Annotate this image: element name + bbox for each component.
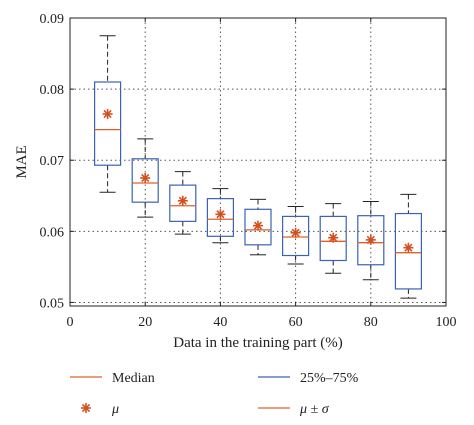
iqr-box <box>319 215 347 262</box>
x-axis-label: Data in the training part (%) <box>173 335 343 351</box>
iqr-box <box>93 81 122 166</box>
x-tick-label: 100 <box>436 315 457 330</box>
legend-item-iqr: 25%–75% <box>258 371 359 386</box>
box-group <box>169 171 197 235</box>
x-tick-label: 60 <box>289 315 303 330</box>
mean-marker <box>215 209 226 220</box>
box-group <box>131 138 159 218</box>
box-group <box>282 205 310 265</box>
x-tick-label: 0 <box>67 315 74 330</box>
legend-item-mean: μ <box>81 402 119 417</box>
plot-frame <box>69 17 447 307</box>
x-tick-label: 80 <box>364 315 378 330</box>
grid-lines <box>70 17 446 306</box>
iqr-box <box>282 215 310 257</box>
box-group <box>93 35 122 193</box>
iqr-box <box>357 215 385 266</box>
legend-item-whisker: μ ± σ <box>258 402 330 417</box>
mean-marker <box>140 173 151 183</box>
axis-ticks: 0 20 40 60 80 100 0.05 0.06 0.07 0.08 0.09 <box>40 12 457 330</box>
iqr-box <box>206 198 234 237</box>
iqr-box <box>169 184 197 222</box>
legend-label: Median <box>112 371 155 386</box>
mean-marker <box>177 195 188 206</box>
mean-marker <box>102 109 113 119</box>
y-tick-label: 0.07 <box>40 154 65 169</box>
iqr-box <box>394 212 422 290</box>
y-tick-label: 0.09 <box>40 12 65 27</box>
legend-label: μ ± σ <box>299 402 330 417</box>
x-tick-label: 40 <box>213 315 227 330</box>
mean-marker <box>290 227 301 238</box>
box-group <box>206 188 234 244</box>
legend: Median μ 25%–75% μ ± σ <box>70 371 359 417</box>
legend-label: 25%–75% <box>300 371 359 386</box>
iqr-box <box>131 158 159 203</box>
x-tick-label: 20 <box>138 315 152 330</box>
y-axis-label: MAE <box>14 145 30 178</box>
box-group <box>357 200 385 281</box>
y-tick-label: 0.05 <box>40 296 65 311</box>
mean-marker <box>328 232 339 243</box>
mean-marker <box>365 234 376 245</box>
box-group <box>394 193 422 299</box>
box-group <box>319 203 347 274</box>
mean-marker <box>253 220 263 231</box>
iqr-box <box>244 208 272 246</box>
legend-label: μ <box>111 402 119 417</box>
mean-marker <box>403 242 414 253</box>
y-tick-label: 0.06 <box>40 225 65 240</box>
legend-item-median: Median <box>70 371 155 386</box>
box-series <box>93 35 422 299</box>
legend-mean-swatch <box>81 403 91 413</box>
y-tick-label: 0.08 <box>40 83 65 98</box>
box-group <box>244 198 272 256</box>
